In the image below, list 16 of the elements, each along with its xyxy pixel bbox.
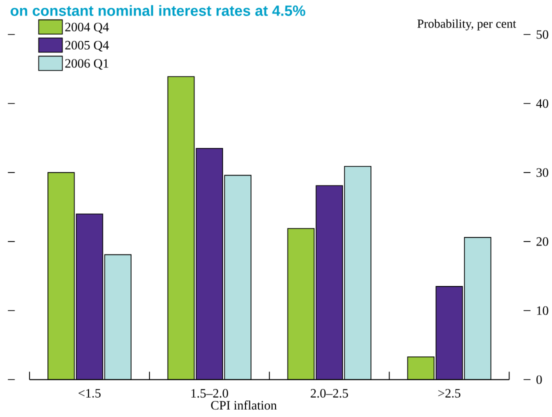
chart-title: on constant nominal interest rates at 4.5%: [10, 5, 306, 16]
y-tick-label: 30: [536, 168, 548, 177]
y-tick-label: 40: [536, 99, 548, 108]
x-axis-title: CPI inflation: [211, 400, 277, 410]
legend-label: 2006 Q1: [65, 59, 108, 70]
x-tick-label: 1.5–2.0: [191, 388, 228, 398]
y-tick-label: 20: [536, 237, 548, 246]
x-tick-label: >2.5: [438, 388, 460, 398]
y-tick-label: 0: [536, 375, 542, 384]
x-tick-label: 2.0–2.5: [310, 388, 348, 398]
y-tick-label: 50: [536, 30, 548, 39]
y-axis-title: Probability, per cent: [417, 19, 516, 30]
legend-label: 2004 Q4: [65, 22, 109, 34]
x-tick-label: <1.5: [78, 388, 101, 398]
y-tick-label: 10: [537, 306, 548, 315]
legend-label: 2005 Q4: [65, 40, 109, 52]
